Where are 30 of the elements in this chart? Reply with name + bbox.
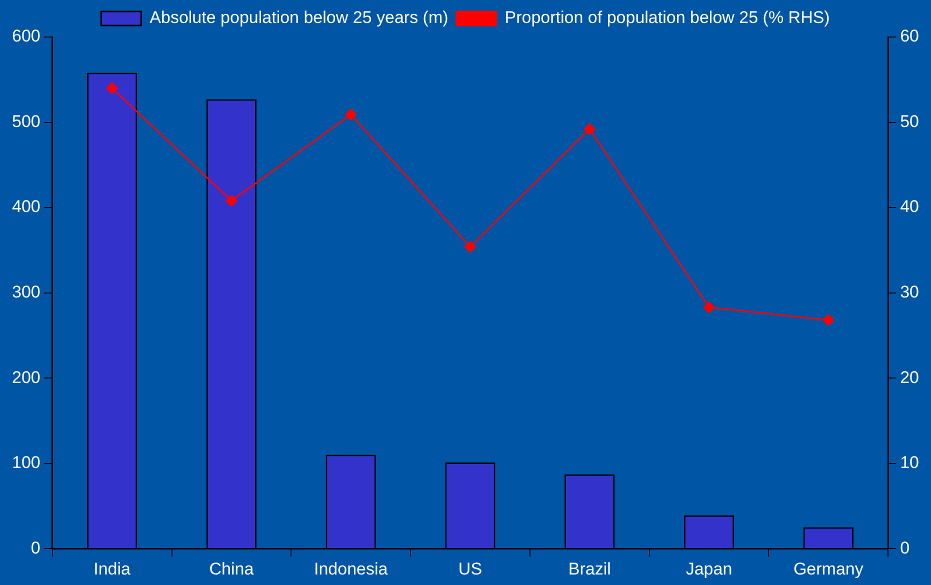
legend-label: Proportion of population below 25 (% RHS) bbox=[504, 8, 830, 28]
point bbox=[703, 302, 715, 314]
point bbox=[106, 82, 118, 94]
y-tick-label: 400 bbox=[12, 197, 40, 216]
point bbox=[226, 194, 238, 206]
x-tick-label: Indonesia bbox=[314, 559, 388, 578]
legend-label: Absolute population below 25 years (m) bbox=[150, 8, 448, 28]
y2-tick-label: 30 bbox=[900, 282, 920, 302]
y-tick-label: 200 bbox=[12, 368, 40, 387]
y2-tick-label: 0 bbox=[900, 538, 910, 558]
x-tick-label: Brazil bbox=[568, 559, 611, 578]
y2-tick-label: 10 bbox=[900, 453, 920, 472]
y2-tick-label: 20 bbox=[900, 368, 920, 387]
x-tick-label: Germany bbox=[793, 559, 864, 578]
y2-tick-label: 40 bbox=[900, 197, 920, 216]
x-tick-label: China bbox=[209, 559, 254, 578]
x-tick-label: US bbox=[458, 559, 482, 578]
y-tick-label: 0 bbox=[30, 538, 40, 558]
y-tick-label: 500 bbox=[12, 112, 40, 131]
x-tick-label: India bbox=[94, 559, 132, 578]
point bbox=[584, 123, 596, 135]
y2-tick-label: 50 bbox=[900, 112, 920, 131]
y2-tick-label: 60 bbox=[900, 26, 920, 46]
y-tick-label: 300 bbox=[12, 282, 40, 302]
y-tick-label: 600 bbox=[12, 26, 40, 46]
y-tick-label: 100 bbox=[12, 453, 40, 472]
x-tick-label: Japan bbox=[686, 559, 732, 578]
point bbox=[464, 241, 476, 253]
point bbox=[345, 108, 357, 120]
point bbox=[822, 314, 834, 326]
